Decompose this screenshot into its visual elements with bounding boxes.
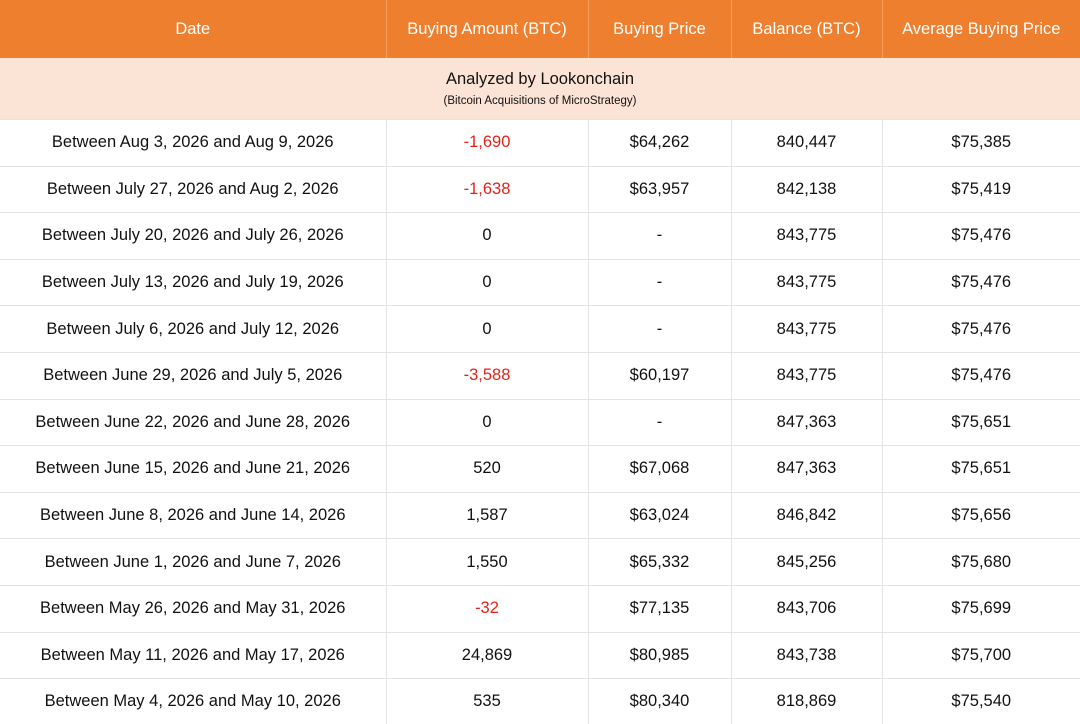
date-cell: Between June 8, 2026 and June 14, 2026 (0, 492, 387, 540)
buying-price-cell: - (588, 212, 732, 260)
buying-price-cell: - (588, 399, 732, 447)
buying-price-cell: $63,957 (588, 166, 732, 214)
header-buying-amount: Buying Amount (BTC) (386, 0, 589, 58)
table-row: Between July 6, 2026 and July 12, 2026 0-… (0, 305, 1080, 353)
buying-amount-cell: 0 (386, 212, 589, 260)
average-buying-price-cell: $75,540 (882, 678, 1080, 724)
average-buying-price-cell: $75,699 (882, 585, 1080, 633)
balance-cell: 847,363 (731, 399, 883, 447)
date-cell: Between July 27, 2026 and Aug 2, 2026 (0, 166, 387, 214)
average-buying-price-cell: $75,656 (882, 492, 1080, 540)
buying-amount-cell: 535 (386, 678, 589, 724)
buying-amount-cell: 0 (386, 399, 589, 447)
table-row: Between July 20, 2026 and July 26, 2026 0… (0, 212, 1080, 260)
table-row: Between June 8, 2026 and June 14, 2026 1,… (0, 492, 1080, 540)
table-row: Between July 27, 2026 and Aug 2, 2026 -1,… (0, 166, 1080, 214)
table-row: Between May 11, 2026 and May 17, 2026 24,… (0, 632, 1080, 680)
table-row: Between June 29, 2026 and July 5, 2026 -3… (0, 352, 1080, 400)
average-buying-price-cell: $75,476 (882, 305, 1080, 353)
average-buying-price-cell: $75,385 (882, 119, 1080, 167)
buying-amount-cell: 520 (386, 445, 589, 493)
buying-amount-cell: -3,588 (386, 352, 589, 400)
banner-subtitle: (Bitcoin Acquisitions of MicroStrategy) (443, 94, 637, 107)
buying-amount-cell: 1,587 (386, 492, 589, 540)
table-row: Between Aug 3, 2026 and Aug 9, 2026 -1,69… (0, 119, 1080, 167)
buying-price-cell: $65,332 (588, 538, 732, 586)
average-buying-price-cell: $75,651 (882, 399, 1080, 447)
date-cell: Between May 26, 2026 and May 31, 2026 (0, 585, 387, 633)
date-cell: Between June 1, 2026 and June 7, 2026 (0, 538, 387, 586)
buying-price-cell: - (588, 259, 732, 307)
balance-cell: 818,869 (731, 678, 883, 724)
buying-price-cell: $60,197 (588, 352, 732, 400)
average-buying-price-cell: $75,419 (882, 166, 1080, 214)
buying-price-cell: - (588, 305, 732, 353)
buying-amount-cell: -1,690 (386, 119, 589, 167)
table-row: Between July 13, 2026 and July 19, 2026 0… (0, 259, 1080, 307)
date-cell: Between June 22, 2026 and June 28, 2026 (0, 399, 387, 447)
header-average-buying-price: Average Buying Price (882, 0, 1080, 58)
balance-cell: 840,447 (731, 119, 883, 167)
buying-price-cell: $67,068 (588, 445, 732, 493)
buying-price-cell: $80,340 (588, 678, 732, 724)
balance-cell: 843,775 (731, 305, 883, 353)
date-cell: Between July 13, 2026 and July 19, 2026 (0, 259, 387, 307)
header-buying-price: Buying Price (588, 0, 732, 58)
date-cell: Between May 11, 2026 and May 17, 2026 (0, 632, 387, 680)
balance-cell: 845,256 (731, 538, 883, 586)
balance-cell: 843,706 (731, 585, 883, 633)
table-row: Between May 26, 2026 and May 31, 2026 -32… (0, 585, 1080, 633)
average-buying-price-cell: $75,680 (882, 538, 1080, 586)
date-cell: Between July 20, 2026 and July 26, 2026 (0, 212, 387, 260)
average-buying-price-cell: $75,476 (882, 259, 1080, 307)
banner-cell: Analyzed by Lookonchain (Bitcoin Acquisi… (0, 58, 1080, 120)
date-cell: Between June 15, 2026 and June 21, 2026 (0, 445, 387, 493)
header-balance: Balance (BTC) (731, 0, 883, 58)
date-cell: Between May 4, 2026 and May 10, 2026 (0, 678, 387, 724)
date-cell: Between July 6, 2026 and July 12, 2026 (0, 305, 387, 353)
balance-cell: 847,363 (731, 445, 883, 493)
table-row: Between June 1, 2026 and June 7, 2026 1,5… (0, 538, 1080, 586)
buying-amount-cell: 0 (386, 259, 589, 307)
buying-amount-cell: -32 (386, 585, 589, 633)
table-row: Between June 15, 2026 and June 21, 2026 5… (0, 445, 1080, 493)
average-buying-price-cell: $75,476 (882, 212, 1080, 260)
buying-price-cell: $63,024 (588, 492, 732, 540)
buying-price-cell: $64,262 (588, 119, 732, 167)
balance-cell: 843,775 (731, 352, 883, 400)
buying-price-cell: $80,985 (588, 632, 732, 680)
average-buying-price-cell: $75,476 (882, 352, 1080, 400)
header-date: Date (0, 0, 387, 58)
balance-cell: 843,775 (731, 212, 883, 260)
table-row: Between June 22, 2026 and June 28, 2026 0… (0, 399, 1080, 447)
header-row: Date Buying Amount (BTC) Buying Price Ba… (0, 0, 1080, 58)
buying-price-cell: $77,135 (588, 585, 732, 633)
average-buying-price-cell: $75,700 (882, 632, 1080, 680)
average-buying-price-cell: $75,651 (882, 445, 1080, 493)
buying-amount-cell: -1,638 (386, 166, 589, 214)
balance-cell: 843,775 (731, 259, 883, 307)
balance-cell: 846,842 (731, 492, 883, 540)
buying-amount-cell: 24,869 (386, 632, 589, 680)
table-row: Between May 4, 2026 and May 10, 2026 535 $… (0, 678, 1080, 724)
banner-title: Analyzed by Lookonchain (445, 69, 635, 88)
balance-cell: 843,738 (731, 632, 883, 680)
date-cell: Between June 29, 2026 and July 5, 2026 (0, 352, 387, 400)
date-cell: Between Aug 3, 2026 and Aug 9, 2026 (0, 119, 387, 167)
buying-amount-cell: 1,550 (386, 538, 589, 586)
balance-cell: 842,138 (731, 166, 883, 214)
buying-amount-cell: 0 (386, 305, 589, 353)
banner-row: Analyzed by Lookonchain (Bitcoin Acquisi… (0, 58, 1080, 120)
